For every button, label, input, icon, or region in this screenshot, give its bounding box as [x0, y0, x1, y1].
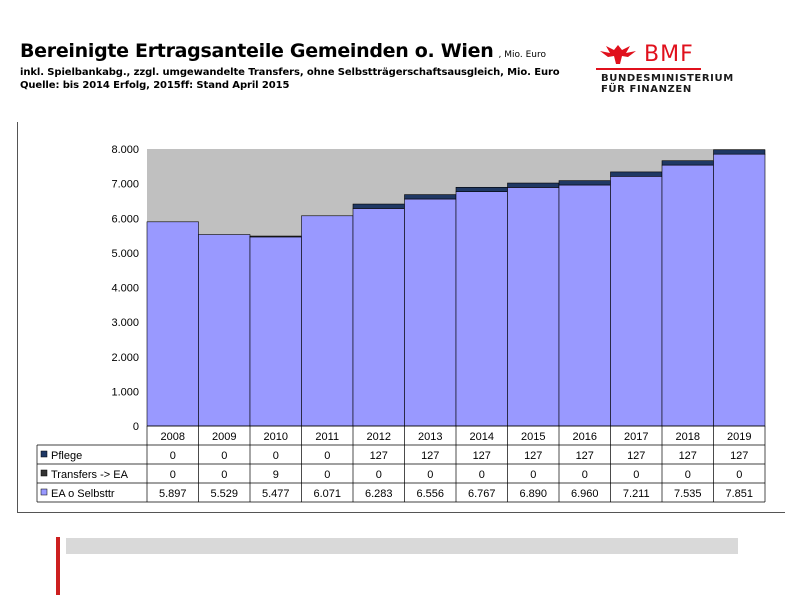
footer-red-bar: [56, 537, 60, 595]
x-tick-label: 2012: [367, 431, 391, 443]
bar-pflege: [507, 182, 560, 188]
bar-ea-o-selbsttr: [404, 198, 457, 427]
data-label: 127: [473, 450, 491, 462]
data-label: 0: [170, 469, 176, 481]
data-label: 7.535: [674, 488, 702, 500]
data-label: 127: [370, 450, 388, 462]
y-tick-label: 0: [133, 421, 139, 433]
bar-transfers-ea: [249, 235, 302, 238]
legend-swatch: [40, 469, 48, 477]
y-tick-label: 8.000: [111, 144, 139, 156]
data-label: 0: [170, 450, 176, 462]
bar-ea-o-selbsttr: [301, 215, 354, 427]
y-tick-label: 4.000: [111, 283, 139, 295]
bmf-logo: BMF BUNDESMINISTERIUM FÜR FINANZEN: [596, 42, 786, 95]
bar-pflege: [352, 203, 405, 209]
data-label: 9: [273, 469, 279, 481]
x-tick-label: 2014: [470, 431, 494, 443]
eagle-icon: [600, 45, 636, 64]
legend-entry: Pflege: [51, 450, 82, 462]
data-label: 6.890: [519, 488, 547, 500]
data-label: 7.851: [725, 488, 753, 500]
data-label: 0: [221, 469, 227, 481]
data-label: 7.211: [623, 488, 650, 500]
chart-title: Bereinigte Ertragsanteile Gemeinden o. W…: [20, 40, 546, 62]
data-label: 127: [679, 450, 697, 462]
y-tick-label: 6.000: [111, 213, 139, 225]
y-tick-label: 2.000: [111, 352, 139, 364]
x-tick-label: 2015: [521, 431, 545, 443]
x-tick-label: 2008: [161, 431, 185, 443]
bar-ea-o-selbsttr: [249, 236, 302, 427]
x-tick-label: 2010: [264, 431, 288, 443]
bar-pflege: [713, 149, 766, 155]
data-label: 5.477: [262, 488, 290, 500]
data-label: 0: [324, 450, 330, 462]
bar-ea-o-selbsttr: [507, 187, 560, 427]
bar-ea-o-selbsttr: [713, 153, 766, 427]
bar-ea-o-selbsttr: [146, 221, 199, 427]
x-tick-label: 2019: [727, 431, 751, 443]
data-label: 0: [736, 469, 742, 481]
bar-ea-o-selbsttr: [198, 234, 251, 427]
footer-gray-bar: [66, 538, 738, 554]
legend-swatch: [40, 450, 48, 458]
legend-entry: EA o Selbsttr: [51, 488, 115, 500]
data-label: 0: [685, 469, 691, 481]
data-label: 0: [530, 469, 536, 481]
bar-pflege: [610, 171, 663, 177]
data-label: 127: [421, 450, 439, 462]
bar-pflege: [455, 186, 508, 192]
data-label: 0: [376, 469, 382, 481]
y-tick-label: 3.000: [111, 317, 139, 329]
data-label: 0: [582, 469, 588, 481]
data-label: 127: [576, 450, 594, 462]
subtitle-note: inkl. Spielbankabg., zzgl. umgewandelte …: [20, 67, 560, 78]
x-tick-label: 2009: [212, 431, 236, 443]
title-unit: , Mio. Euro: [498, 50, 546, 60]
data-label: 127: [730, 450, 748, 462]
x-tick-label: 2018: [676, 431, 700, 443]
legend-entry: Transfers -> EA: [51, 469, 129, 481]
bar-pflege: [661, 160, 714, 166]
logo-line1: BUNDESMINISTERIUM: [601, 73, 734, 84]
data-label: 0: [221, 450, 227, 462]
y-tick-label: 5.000: [111, 248, 139, 260]
bar-ea-o-selbsttr: [610, 176, 663, 427]
logo-line2: FÜR FINANZEN: [601, 84, 692, 95]
data-label: 6.960: [571, 488, 599, 500]
bar-ea-o-selbsttr: [558, 184, 611, 427]
data-label: 127: [524, 450, 542, 462]
bar-ea-o-selbsttr: [661, 164, 714, 427]
y-tick-label: 1.000: [111, 386, 139, 398]
logo-mark: BMF: [644, 42, 694, 67]
data-label: 6.283: [365, 488, 393, 500]
x-tick-label: 2016: [573, 431, 597, 443]
data-label: 5.529: [210, 488, 238, 500]
data-label: 127: [627, 450, 645, 462]
data-label: 0: [427, 469, 433, 481]
x-tick-label: 2011: [315, 431, 339, 443]
title-main: Bereinigte Ertragsanteile Gemeinden o. W…: [20, 40, 494, 62]
data-label: 0: [273, 450, 279, 462]
data-label: 0: [633, 469, 639, 481]
x-tick-label: 2017: [624, 431, 648, 443]
bar-pflege: [404, 194, 457, 200]
data-label: 6.071: [313, 488, 341, 500]
data-label: 6.767: [468, 488, 496, 500]
y-tick-label: 7.000: [111, 179, 139, 191]
data-label: 6.556: [416, 488, 444, 500]
chart-frame: [17, 122, 785, 513]
data-label: 0: [479, 469, 485, 481]
bar-pflege: [558, 180, 611, 186]
subtitle-source: Quelle: bis 2014 Erfolg, 2015ff: Stand A…: [20, 80, 290, 91]
logo-rule: [596, 68, 701, 70]
bar-ea-o-selbsttr: [352, 208, 405, 427]
data-label: 0: [324, 469, 330, 481]
bar-ea-o-selbsttr: [455, 191, 508, 427]
data-label: 5.897: [159, 488, 187, 500]
x-tick-label: 2013: [418, 431, 442, 443]
legend-swatch: [40, 488, 48, 496]
